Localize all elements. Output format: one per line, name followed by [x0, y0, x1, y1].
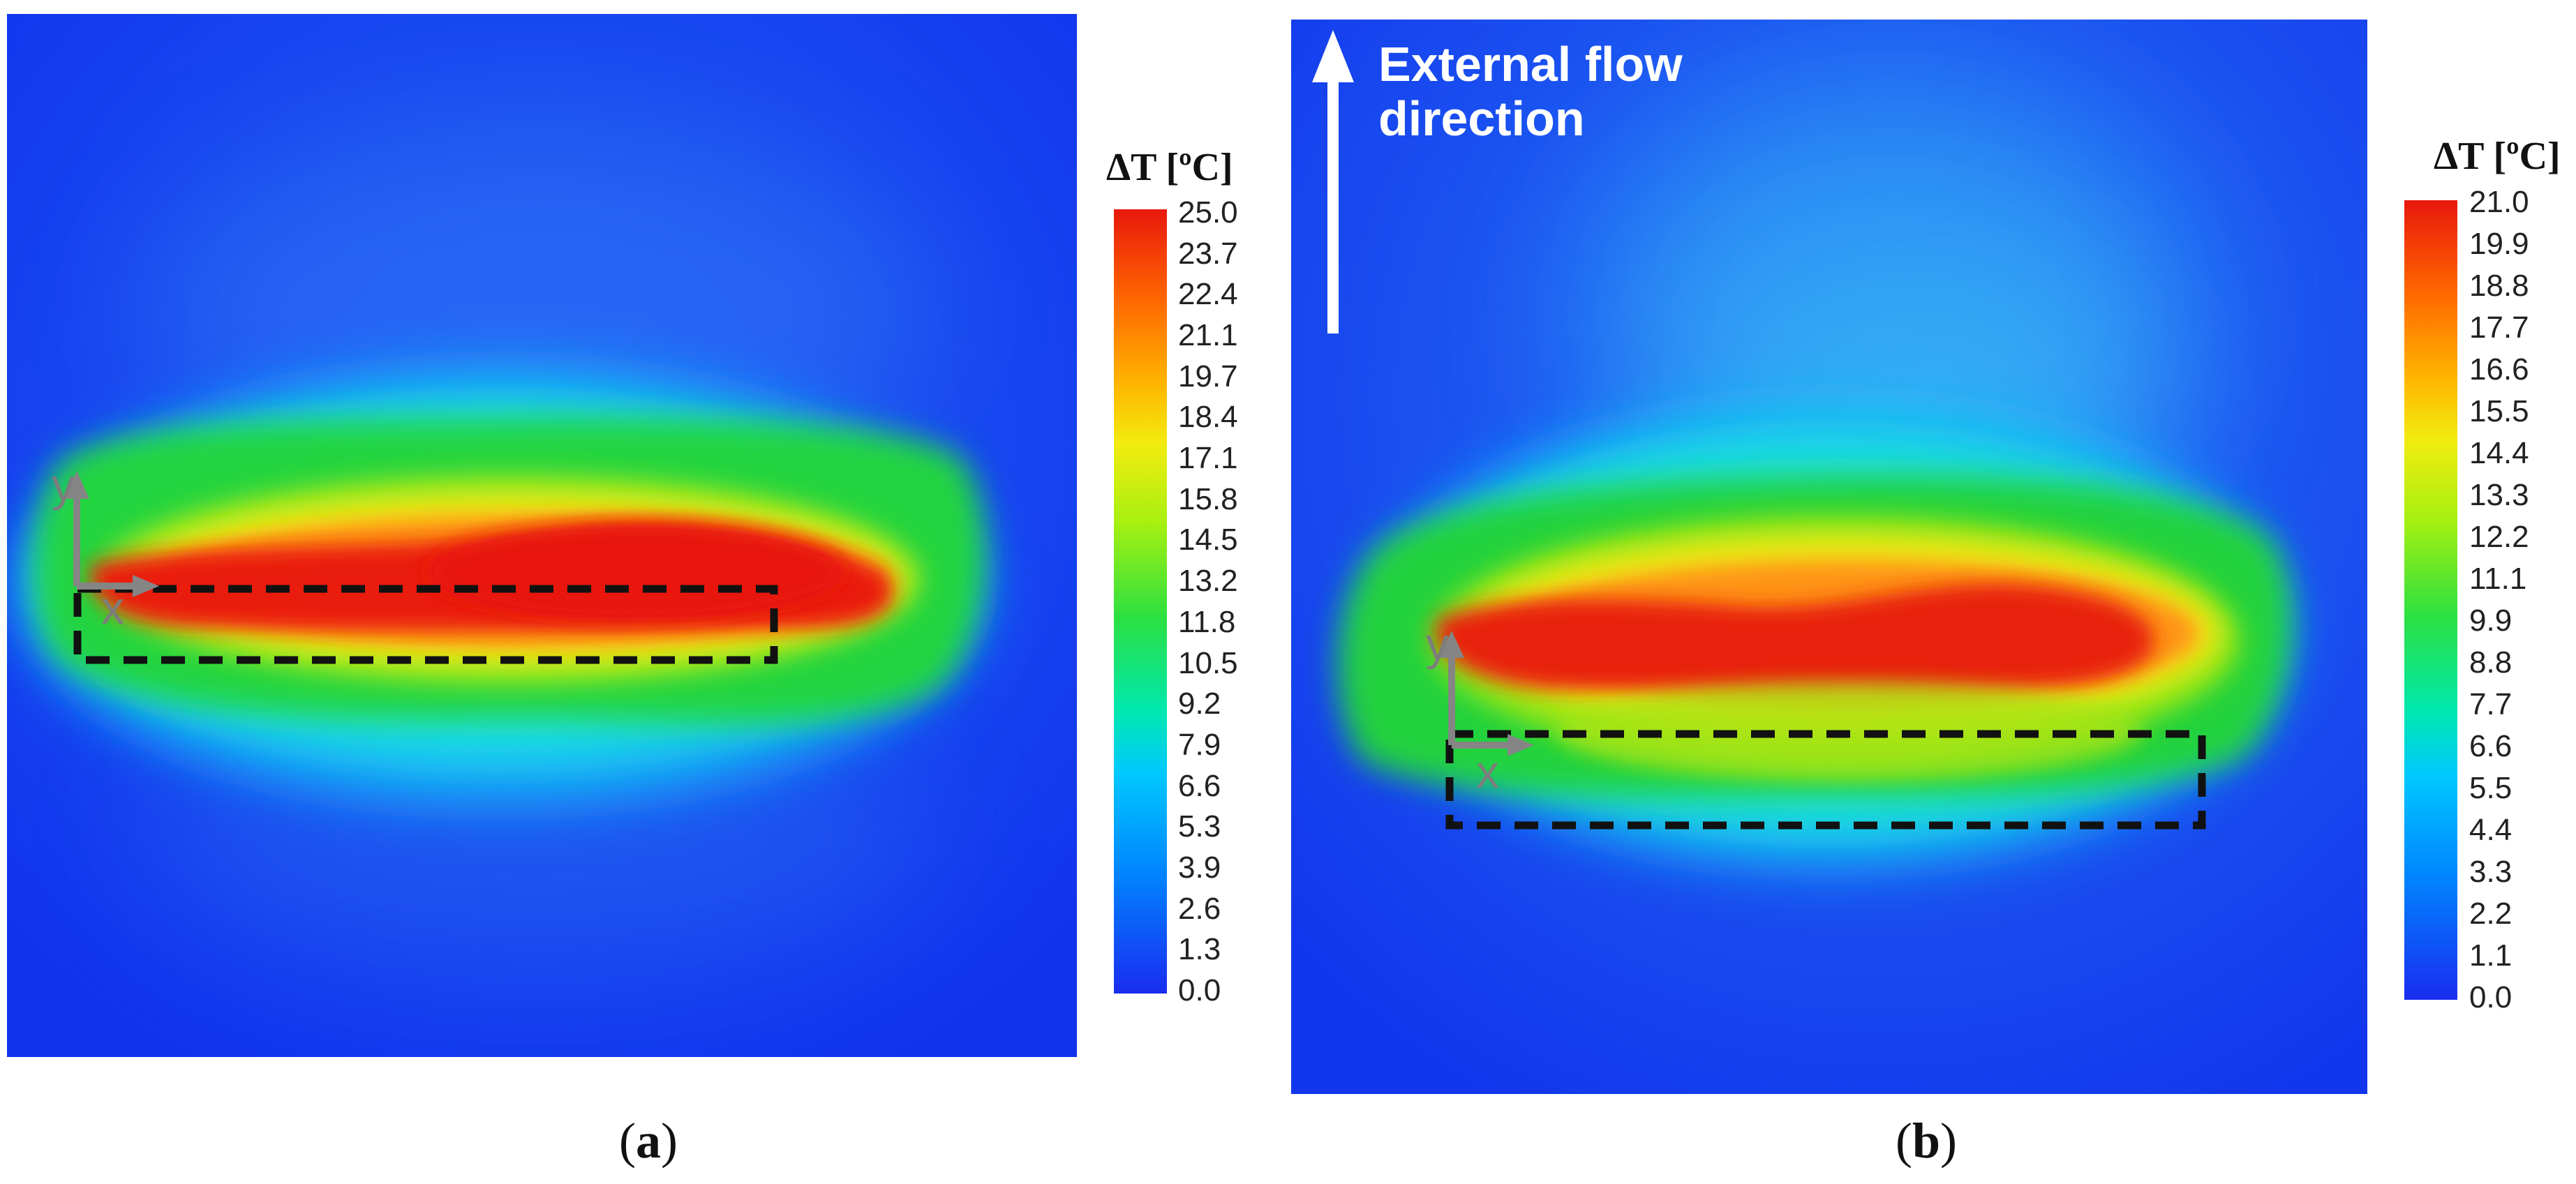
panel_a-tick-label: 11.8 [1178, 604, 1236, 639]
panel_a-tick-label: 25.0 [1178, 195, 1238, 230]
flow-direction-label: External flow direction [1378, 37, 1683, 147]
heater-outline-b [1445, 730, 2206, 830]
panel_a-tick-label: 1.3 [1178, 932, 1221, 967]
panel_a-tick-label: 6.6 [1178, 768, 1221, 803]
panel_b-tick-label: 18.8 [2469, 269, 2529, 303]
panel_a-tick-label: 3.9 [1178, 850, 1221, 885]
panel_a-tick-label: 22.4 [1178, 277, 1238, 312]
caption-b-open: ( [1895, 1113, 1912, 1169]
panel_b-tick-label: 0.0 [2469, 980, 2512, 1014]
panel_b-tick-label: 14.4 [2469, 436, 2529, 470]
panel_b-tick-label: 1.1 [2469, 938, 2512, 973]
thermal-map-b-image [1291, 20, 2367, 1094]
panel_a-tick-label: 5.3 [1178, 809, 1221, 844]
caption-a: (a) [619, 1112, 678, 1170]
axis-y-label-b: y [1426, 618, 1449, 670]
flow-arrow-icon [1312, 30, 1354, 334]
caption-a-close: ) [661, 1113, 678, 1169]
panel_a-tick-label: 9.2 [1178, 687, 1221, 721]
panel_b-tick-label: 15.5 [2469, 394, 2529, 428]
heater-outline-a [73, 585, 778, 664]
flow-label-line1: External flow [1378, 37, 1683, 91]
panel_b-tick-label: 13.3 [2469, 478, 2529, 512]
axis-x-label-a: x [101, 582, 124, 634]
caption-b-close: ) [1940, 1113, 1958, 1169]
panel_a-tick-label: 23.7 [1178, 236, 1238, 271]
panel_a-tick-label: 13.2 [1178, 564, 1238, 599]
panel_a-tick-label: 0.0 [1178, 973, 1221, 1007]
panel_b-tick-label: 4.4 [2469, 813, 2512, 847]
panel_b-tick-label: 17.7 [2469, 310, 2529, 345]
caption-a-letter: a [636, 1113, 661, 1169]
panel_a-tick-label: 10.5 [1178, 645, 1238, 680]
panel_b-tick-label: 8.8 [2469, 645, 2512, 680]
thermal-map-a: y x [7, 14, 1077, 1057]
caption-a-open: ( [619, 1113, 636, 1169]
panel_a-tick-label: 14.5 [1178, 523, 1238, 557]
axis-x-label-b: x [1476, 746, 1499, 797]
panel_a-tick-label: 2.6 [1178, 891, 1221, 926]
panel_b-tick-label: 21.0 [2469, 185, 2529, 219]
panel_a-tick-label: 18.4 [1178, 400, 1238, 435]
panel_b-tick-label: 19.9 [2469, 227, 2529, 261]
panel_b-tick-label: 11.1 [2469, 562, 2527, 596]
colorbar-title-a: ΔT [ºC] [1106, 146, 1233, 189]
panel_b-tick-label: 6.6 [2469, 729, 2512, 763]
thermal-map-a-image [7, 14, 1077, 1057]
caption-b-letter: b [1912, 1113, 1941, 1169]
flow-label-line2: direction [1378, 91, 1585, 147]
axis-y-label-a: y [52, 459, 75, 511]
panel_b-tick-label: 16.6 [2469, 352, 2529, 387]
panel_a-tick-label: 21.1 [1178, 318, 1238, 353]
thermal-map-b: External flow direction y x [1291, 20, 2367, 1094]
panel_b-tick-label: 12.2 [2469, 520, 2529, 554]
colorbar-a [1114, 209, 1167, 994]
axis-arrows-b [1439, 631, 1534, 756]
panel_a-tick-label: 15.8 [1178, 481, 1238, 516]
panel_b-tick-label: 7.7 [2469, 687, 2512, 721]
colorbar-b [2404, 200, 2457, 1000]
panel_b-tick-label: 9.9 [2469, 604, 2512, 638]
axis-arrows-a [64, 471, 159, 597]
panel_b-tick-label: 2.2 [2469, 897, 2512, 931]
panel_a-tick-label: 17.1 [1178, 441, 1238, 476]
colorbar-title-b: ΔT [ºC] [2434, 135, 2561, 178]
panel_b-tick-label: 5.5 [2469, 771, 2512, 805]
panel_a-tick-label: 19.7 [1178, 359, 1238, 394]
caption-b: (b) [1896, 1112, 1957, 1170]
panel_b-tick-label: 3.3 [2469, 855, 2512, 889]
panel_a-tick-label: 7.9 [1178, 727, 1221, 762]
